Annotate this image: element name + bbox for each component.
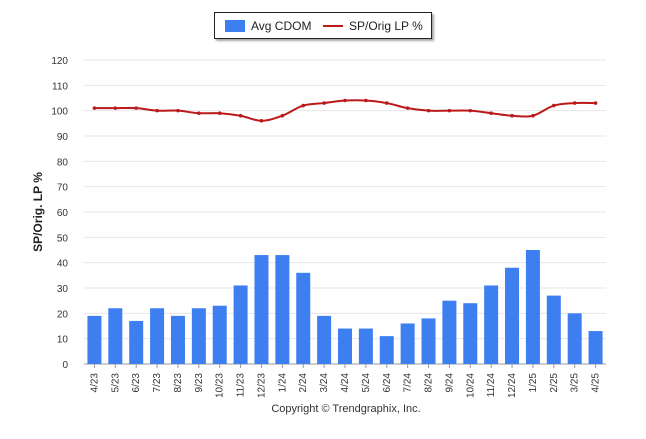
y-tick-label: 100 [51, 107, 68, 118]
x-tick-label: 8/23 [173, 373, 184, 393]
line-point [510, 113, 514, 118]
x-tick-label: 7/24 [403, 373, 414, 393]
line-point [405, 106, 410, 110]
x-tick-label: 6/23 [131, 373, 142, 393]
x-tick-label: 4/25 [591, 373, 602, 393]
line-point [343, 98, 347, 103]
y-tick-label: 30 [57, 284, 69, 295]
bar [442, 300, 457, 364]
y-tick-label: 0 [62, 360, 68, 371]
bar [567, 313, 582, 364]
legend: Avg CDOM SP/Orig LP % [214, 12, 432, 39]
bar [170, 315, 185, 364]
bar [191, 308, 206, 364]
y-tick-label: 90 [57, 132, 69, 143]
y-tick-label: 70 [57, 183, 69, 194]
bar [212, 305, 227, 364]
line-point [280, 113, 285, 118]
x-tick-label: 3/24 [319, 373, 330, 393]
bar [275, 255, 290, 364]
line-point [593, 101, 598, 105]
line-point [572, 101, 577, 105]
line-point [259, 119, 264, 123]
bar [254, 255, 269, 364]
copyright-text: Copyright © Trendgraphix, Inc. [271, 403, 421, 415]
bar [484, 285, 499, 364]
bar [129, 320, 144, 364]
bar [400, 323, 415, 364]
bar [233, 285, 248, 364]
y-tick-label: 120 [51, 56, 68, 67]
line-point [384, 101, 389, 105]
bar [108, 308, 123, 364]
line-point [364, 98, 368, 103]
bar [421, 318, 436, 364]
bar [505, 267, 520, 364]
x-tick-label: 11/24 [486, 373, 497, 398]
x-tick-label: 1/25 [528, 373, 539, 393]
bar [358, 328, 373, 364]
line-point [468, 108, 473, 113]
bar [150, 308, 165, 364]
x-tick-label: 4/24 [340, 373, 351, 393]
bar [588, 331, 603, 364]
x-tick-label: 7/23 [152, 373, 163, 393]
x-tick-label: 5/24 [361, 373, 372, 393]
y-tick-label: 60 [57, 208, 69, 219]
legend-bar-swatch [225, 20, 245, 32]
line-point [238, 113, 243, 118]
x-tick-label: 9/23 [194, 373, 205, 393]
line-point [322, 101, 326, 105]
line-point [134, 106, 138, 110]
bar [379, 336, 394, 364]
x-tick-label: 4/23 [89, 373, 100, 393]
y-tick-label: 110 [52, 81, 68, 92]
line-point [176, 108, 180, 113]
bar [296, 272, 311, 364]
line-point [489, 111, 493, 115]
bar [87, 315, 102, 364]
y-tick-label: 10 [57, 335, 69, 346]
line-point [552, 103, 556, 108]
y-tick-label: 20 [57, 309, 69, 320]
line-point [426, 108, 431, 113]
y-tick-label: 50 [57, 233, 69, 244]
x-tick-label: 6/24 [382, 373, 393, 393]
bar [338, 328, 352, 364]
x-tick-label: 12/23 [256, 373, 267, 398]
bar [525, 250, 540, 364]
x-tick-label: 8/24 [424, 373, 435, 393]
x-tick-label: 5/23 [110, 373, 121, 393]
x-tick-label: 10/23 [215, 373, 226, 398]
x-tick-label: 9/24 [444, 373, 455, 393]
line-point [113, 106, 118, 110]
x-tick-label: 12/24 [507, 373, 518, 398]
x-tick-label: 10/24 [465, 373, 476, 398]
line-point [531, 113, 535, 118]
y-tick-label: 40 [57, 259, 69, 270]
y-tick-label: 80 [57, 157, 69, 168]
legend-line-swatch [323, 25, 343, 27]
line-point [217, 111, 222, 115]
y-axis-label: SP/Orig. LP % [31, 172, 45, 252]
x-tick-label: 3/25 [570, 373, 581, 393]
x-tick-label: 2/24 [298, 373, 309, 393]
bar [546, 295, 561, 364]
line-point [197, 111, 201, 115]
line-point [92, 106, 97, 110]
legend-bar-label: Avg CDOM [251, 19, 312, 33]
line-point [447, 108, 452, 113]
x-tick-label: 11/23 [236, 373, 247, 398]
legend-line-label: SP/Orig LP % [349, 19, 423, 33]
x-tick-label: 2/25 [549, 373, 560, 393]
x-tick-label: 1/24 [277, 373, 288, 393]
bar [463, 303, 478, 364]
line-point [301, 103, 306, 108]
line-point [155, 108, 159, 113]
bar [317, 315, 332, 364]
